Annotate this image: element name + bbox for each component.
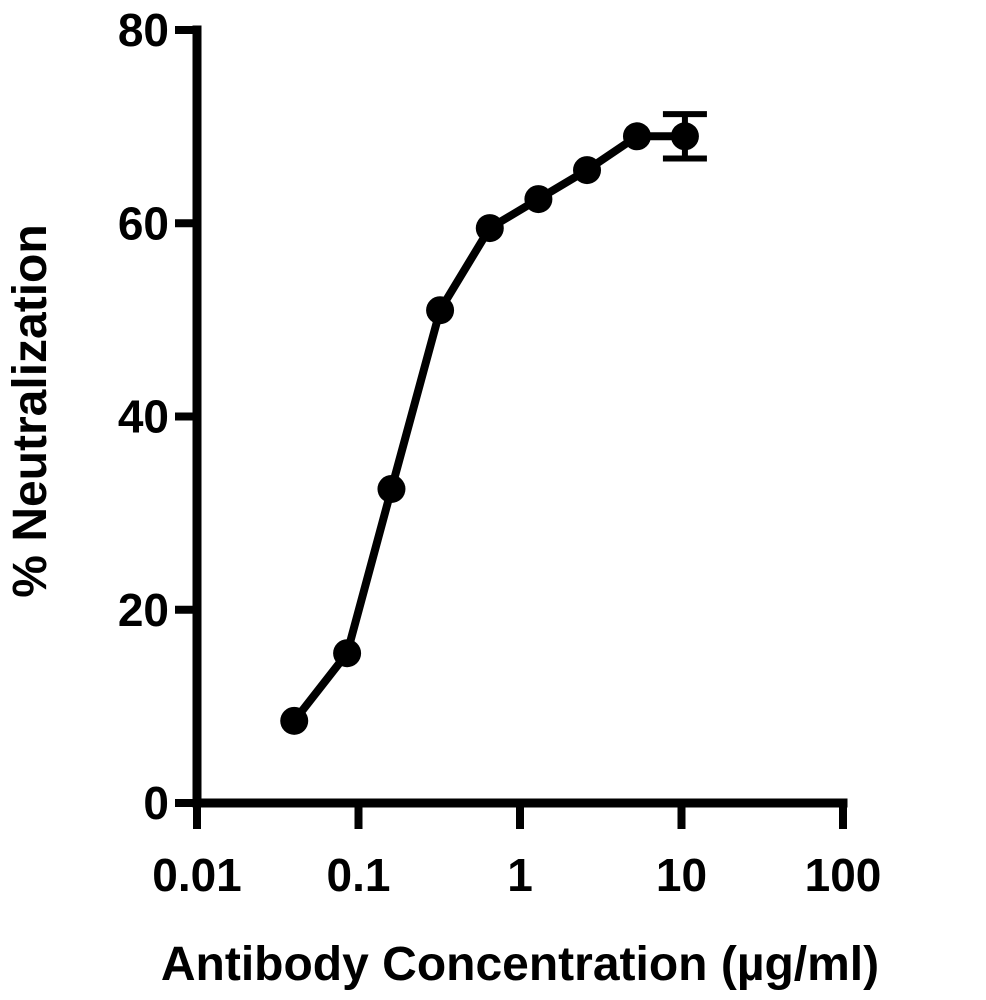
- y-axis-title: % Neutralization: [4, 224, 57, 597]
- y-tick-label: 40: [118, 391, 169, 443]
- data-point: [670, 122, 699, 151]
- y-tick-label: 80: [118, 4, 169, 56]
- data-point: [524, 185, 553, 214]
- x-tick-label: 10: [656, 849, 707, 901]
- x-tick-label: 0.1: [327, 849, 391, 901]
- data-point: [475, 214, 504, 243]
- series-layer: [280, 111, 707, 735]
- x-axis-title: Antibody Concentration (µg/ml): [161, 938, 879, 991]
- x-tick-label: 0.01: [152, 849, 242, 901]
- data-point: [280, 706, 309, 735]
- data-point: [333, 639, 362, 668]
- data-point: [573, 156, 602, 185]
- x-tick-label: 100: [805, 849, 882, 901]
- axes: 0 20 40 60 80 0.01 0.1 1 10 100: [118, 4, 882, 901]
- y-tick-label: 60: [118, 197, 169, 249]
- data-point: [426, 296, 455, 325]
- y-tick-label: 20: [118, 584, 169, 636]
- y-tick-label: 0: [143, 777, 169, 829]
- x-tick-label: 1: [507, 849, 533, 901]
- data-point: [622, 122, 651, 151]
- data-point: [377, 474, 406, 503]
